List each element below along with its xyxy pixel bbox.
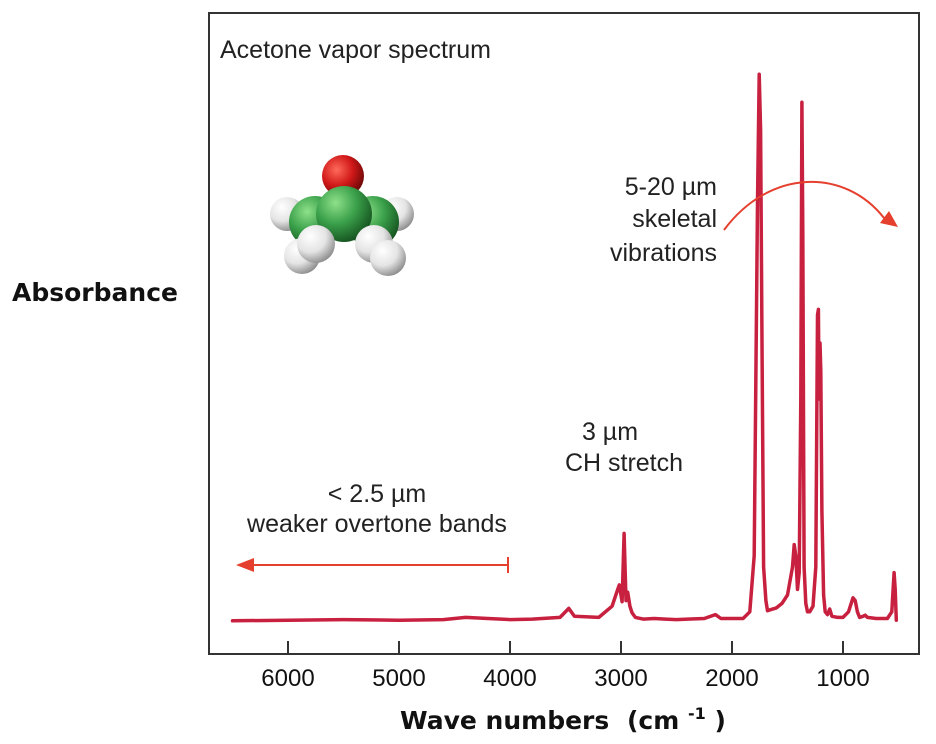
x-tick-label: 5000: [372, 665, 425, 692]
x-axis: 6000 5000 4000 3000 2000 1000: [261, 641, 870, 692]
skeletal-arrowhead: [880, 211, 898, 227]
annotation-skeletal-line2: skeletal: [632, 205, 717, 233]
annotation-skeletal-line3: vibrations: [610, 239, 717, 267]
x-axis-label: Wave numbers (cm -1 ): [400, 696, 726, 735]
skeletal-arrow-curve: [723, 180, 885, 231]
x-axis-label-exponent: -1: [688, 704, 706, 723]
x-tick-label: 3000: [594, 665, 647, 692]
x-axis-label-unit: (cm: [627, 706, 679, 735]
x-axis-label-close: ): [715, 706, 726, 735]
x-tick-label: 6000: [261, 665, 314, 692]
chart-title: Acetone vapor spectrum: [220, 36, 491, 64]
series-line: [230, 72, 899, 623]
acetone-molecule-icon: [270, 155, 414, 276]
annotation-ch-stretch-line1: 3 µm: [582, 418, 638, 446]
x-tick-label: 1000: [816, 665, 869, 692]
x-tick-label: 2000: [705, 665, 758, 692]
overtone-arrowhead: [236, 558, 254, 572]
y-axis-label: Absorbance: [12, 278, 178, 307]
x-tick-label: 4000: [483, 665, 536, 692]
annotation-ch-stretch-line2: CH stretch: [565, 449, 683, 477]
annotation-skeletal: 5-20 µm skeletal vibrations: [610, 173, 898, 267]
annotation-overtone-line1: < 2.5 µm: [328, 480, 426, 508]
annotation-overtone: < 2.5 µm weaker overtone bands: [236, 480, 509, 573]
plot-frame: [208, 12, 920, 655]
annotation-skeletal-line1: 5-20 µm: [625, 173, 717, 201]
x-axis-label-main: Wave numbers: [400, 706, 609, 735]
annotation-ch-stretch: 3 µm CH stretch: [565, 418, 683, 477]
annotation-overtone-line2: weaker overtone bands: [246, 510, 507, 538]
